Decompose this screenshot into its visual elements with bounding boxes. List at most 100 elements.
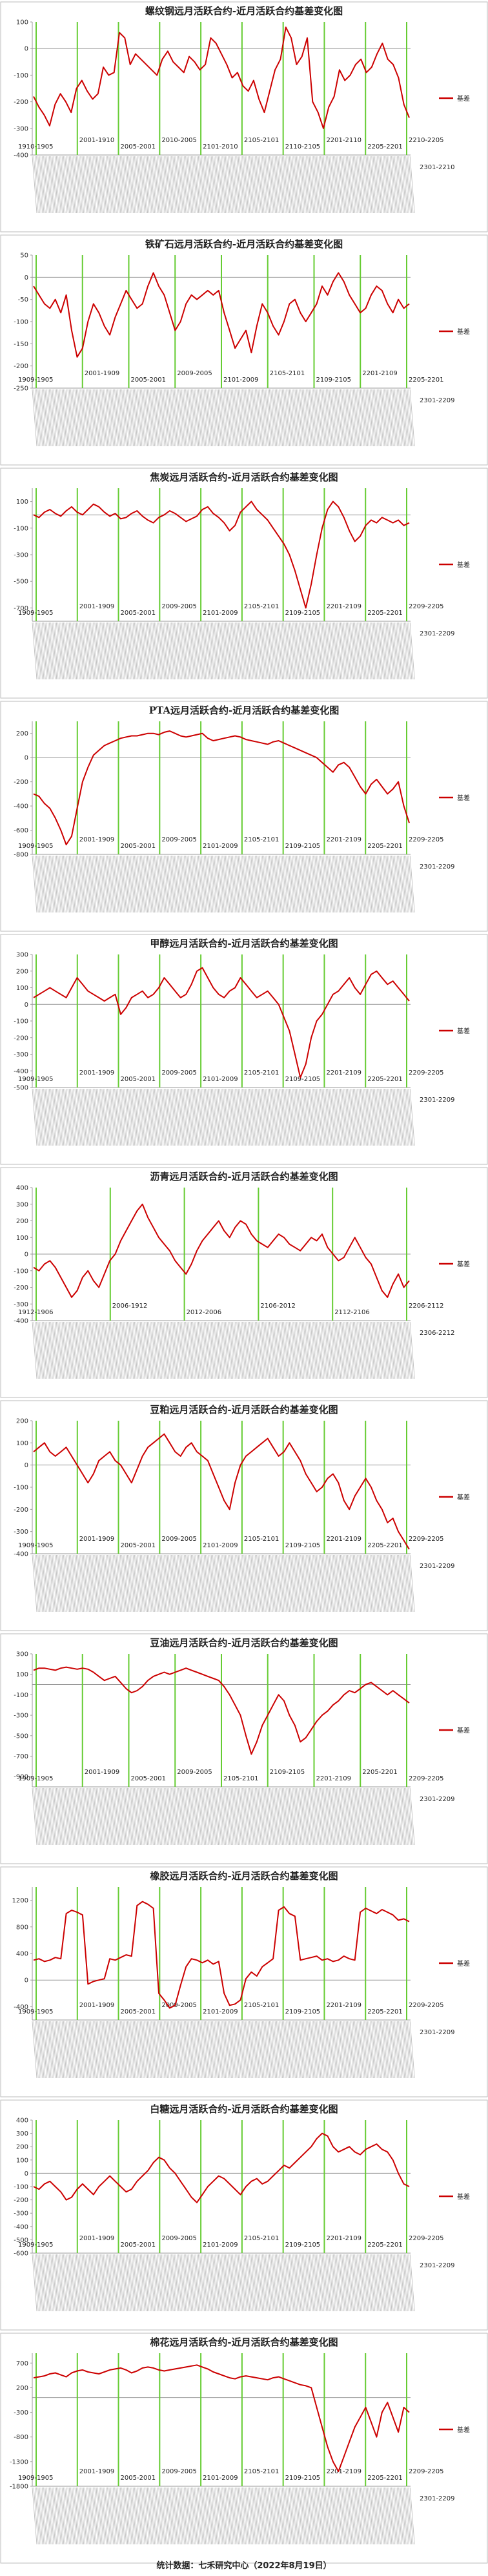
x-date-tick — [341, 156, 347, 214]
x-date-tick — [43, 2021, 48, 2079]
x-date-tick — [303, 1321, 309, 1379]
x-date-tick — [265, 622, 270, 680]
x-date-tick — [354, 622, 360, 680]
x-date-tick — [96, 1088, 101, 1146]
x-date-tick — [93, 156, 98, 214]
x-date-tick — [144, 622, 150, 680]
x-date-tick — [255, 855, 260, 913]
x-date-tick — [201, 1088, 207, 1146]
x-date-tick — [383, 2487, 388, 2545]
x-date-tick — [54, 2487, 60, 2545]
x-date-tick — [285, 1554, 290, 1613]
x-date-tick — [57, 1088, 63, 1146]
x-date-tick — [73, 1321, 79, 1379]
x-date-tick — [388, 1554, 394, 1613]
rollover-label: 1912-1906 — [18, 1309, 54, 1316]
x-date-tick — [57, 855, 63, 913]
x-date-tick — [195, 2254, 201, 2312]
x-date-tick — [168, 2254, 174, 2312]
x-date-tick — [400, 1788, 405, 1846]
x-date-tick — [205, 622, 210, 680]
x-date-tick — [276, 389, 281, 447]
x-date-tick — [236, 389, 242, 447]
x-date-tick — [343, 622, 349, 680]
x-date-tick — [181, 1321, 187, 1379]
x-date-tick — [39, 855, 45, 913]
x-date-tick — [132, 1088, 138, 1146]
x-date-tick — [214, 1554, 219, 1613]
x-date-tick — [53, 1788, 59, 1846]
x-date-tick — [287, 2487, 293, 2545]
x-date-tick — [100, 2254, 105, 2312]
y-tick-label: 200 — [16, 730, 28, 737]
x-date-tick — [258, 1788, 263, 1846]
x-date-tick — [246, 389, 252, 447]
x-date-tick — [36, 2021, 41, 2079]
x-date-tick — [272, 156, 278, 214]
x-date-tick — [37, 622, 43, 680]
x-date-tick — [185, 389, 190, 447]
x-date-tick — [289, 1321, 294, 1379]
x-date-tick — [67, 1321, 73, 1379]
x-date-tick — [87, 1788, 93, 1846]
x-date-tick — [181, 1788, 187, 1846]
x-date-tick — [357, 1321, 363, 1379]
x-date-tick — [285, 2487, 290, 2545]
x-date-tick — [116, 2254, 121, 2312]
x-date-tick — [246, 1321, 252, 1379]
x-date-tick — [397, 389, 402, 447]
rollover-label: 2006-1912 — [112, 1303, 148, 1310]
x-date-tick — [391, 1088, 396, 1146]
x-date-tick — [360, 1321, 365, 1379]
x-date-tick — [218, 1554, 223, 1613]
x-date-tick — [293, 1554, 299, 1613]
x-date-tick — [292, 389, 297, 447]
x-date-tick — [192, 1321, 198, 1379]
x-date-tick — [344, 622, 350, 680]
x-date-tick — [236, 2487, 242, 2545]
x-date-tick — [216, 1088, 222, 1146]
x-date-tick — [400, 1321, 405, 1379]
x-date-tick — [350, 1088, 356, 1146]
x-date-tick — [139, 156, 145, 214]
x-date-tick — [45, 2021, 50, 2079]
x-date-tick — [286, 2487, 292, 2545]
x-date-tick — [258, 156, 263, 214]
x-date-tick — [188, 1554, 194, 1613]
x-date-tick — [96, 855, 101, 913]
x-date-tick — [336, 156, 341, 214]
x-date-tick — [205, 1088, 210, 1146]
x-date-tick — [392, 855, 398, 913]
x-date-tick — [223, 855, 229, 913]
x-date-tick — [131, 1088, 137, 1146]
x-date-tick — [203, 2487, 209, 2545]
x-date-tick — [132, 1554, 138, 1613]
x-date-tick — [137, 622, 143, 680]
x-date-tick — [376, 389, 381, 447]
x-date-tick — [196, 389, 202, 447]
x-date-tick — [292, 2487, 297, 2545]
x-date-tick — [118, 622, 124, 680]
x-date-tick — [387, 855, 392, 913]
rollover-label: 2205-2201 — [409, 376, 444, 384]
x-date-tick — [401, 1088, 407, 1146]
x-date-tick — [175, 855, 181, 913]
x-date-tick — [154, 2021, 159, 2079]
legend-label: 基差 — [457, 561, 470, 569]
x-date-tick — [364, 1788, 370, 1846]
x-date-tick — [290, 1088, 296, 1146]
x-date-tick — [310, 1554, 316, 1613]
x-date-tick — [258, 2487, 263, 2545]
chart-title: 棉花远月活跃合约-近月活跃合约基差变化图 — [150, 2336, 338, 2348]
x-date-tick — [316, 389, 321, 447]
x-date-tick — [383, 1321, 388, 1379]
x-date-tick — [120, 622, 125, 680]
y-tick-label: 400 — [16, 1951, 28, 1958]
x-date-tick — [409, 1554, 415, 1613]
x-date-tick — [120, 1088, 125, 1146]
x-date-tick — [50, 389, 56, 447]
x-date-tick — [101, 1088, 107, 1146]
x-date-tick — [289, 1788, 294, 1846]
x-date-tick — [255, 1554, 260, 1613]
legend-label: 基差 — [457, 1260, 470, 1268]
